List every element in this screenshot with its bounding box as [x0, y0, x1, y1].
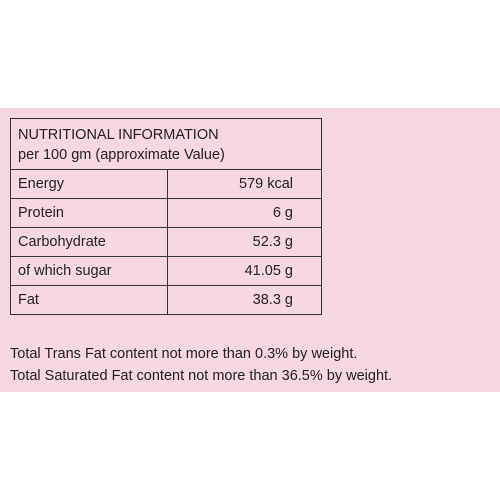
nutrient-value: 579 kcal	[238, 176, 293, 192]
table-subtitle: per 100 gm (approximate Value)	[18, 147, 225, 163]
nutrient-name: Carbohydrate	[11, 227, 168, 257]
nutrient-value: 38.3 g	[167, 285, 321, 314]
nutrient-name: Energy	[11, 170, 168, 199]
footnotes: Total Trans Fat content not more than 0.…	[10, 343, 392, 387]
nutrient-name: Fat	[11, 285, 168, 314]
nutrition-table: NUTRITIONAL INFORMATION per 100 gm (appr…	[10, 118, 322, 315]
nutrient-value: 52.3 g	[167, 227, 321, 257]
nutrient-value: 41.05 g	[167, 256, 321, 286]
table-header: NUTRITIONAL INFORMATION per 100 gm (appr…	[11, 119, 321, 170]
nutrient-name: Protein	[11, 198, 168, 228]
footnote: Total Saturated Fat content not more tha…	[10, 368, 393, 384]
nutrient-name: of which sugar	[11, 256, 168, 286]
table-row: Energy 579 kcal	[11, 170, 321, 199]
table-row: Fat 38.3 g	[11, 285, 321, 314]
nutrition-rows: Energy 579 kcal Protein 6 g Carbohydrate 52.3…	[11, 170, 321, 314]
nutrient-value: 6 g	[167, 198, 321, 228]
table-row: of which sugar 41.05 g	[11, 256, 321, 286]
footnote: Total Trans Fat content not more than 0.…	[10, 346, 358, 362]
table-row: Protein 6 g	[11, 198, 321, 228]
table-row: Carbohydrate 52.3 g	[11, 227, 321, 257]
table-title: NUTRITIONAL INFORMATION	[18, 127, 219, 143]
